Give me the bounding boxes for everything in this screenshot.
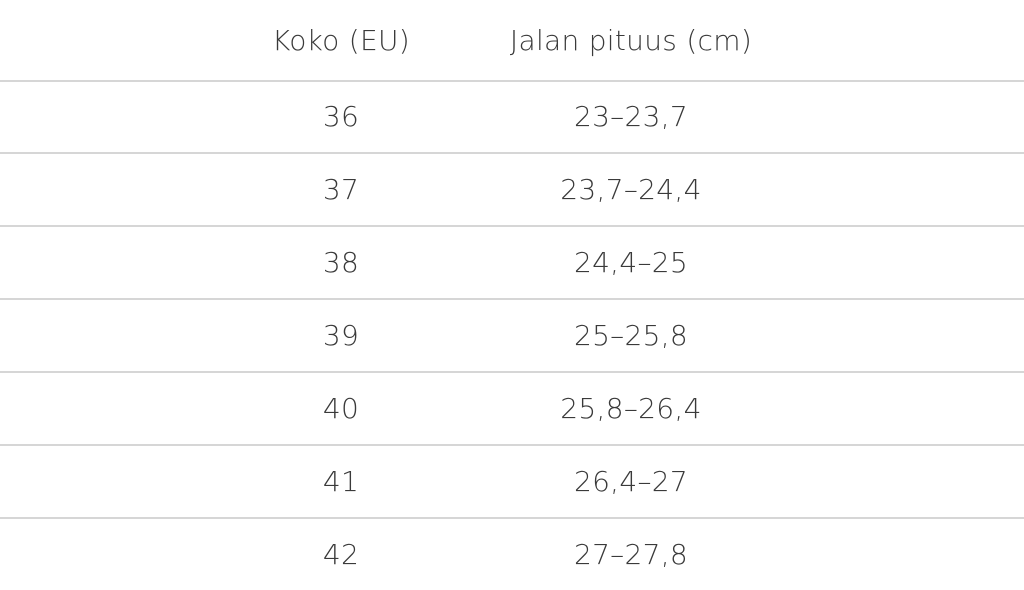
table-row: 36 23–23,7 bbox=[0, 80, 1024, 154]
table-row: 40 25,8–26,4 bbox=[0, 372, 1024, 446]
table-cell: 27–27,8 bbox=[573, 537, 689, 571]
table-cell: 39 bbox=[322, 318, 360, 352]
table-row: 38 24,4–25 bbox=[0, 226, 1024, 300]
table-cell: 41 bbox=[322, 464, 360, 498]
table-cell: 40 bbox=[322, 391, 360, 425]
table-cell: 23,7–24,4 bbox=[560, 172, 702, 206]
table-cell: 24,4–25 bbox=[573, 245, 689, 279]
table-cell: 26,4–27 bbox=[573, 464, 689, 498]
table-cell: 37 bbox=[322, 172, 360, 206]
table-row: 37 23,7–24,4 bbox=[0, 153, 1024, 227]
table-row: 41 26,4–27 bbox=[0, 445, 1024, 519]
table-cell: 38 bbox=[322, 245, 360, 279]
table-cell: 42 bbox=[322, 537, 360, 571]
table-row: 39 25–25,8 bbox=[0, 299, 1024, 373]
table-cell: 25–25,8 bbox=[573, 318, 689, 352]
table-row: 42 27–27,8 bbox=[0, 518, 1024, 590]
table-cell: 25,8–26,4 bbox=[560, 391, 702, 425]
header-cell: Jalan pituus (cm) bbox=[509, 23, 753, 57]
header-row: Koko (EU) Jalan pituus (cm) bbox=[0, 0, 1024, 82]
table-cell: 36 bbox=[322, 99, 360, 133]
header-cell: Koko (EU) bbox=[271, 23, 411, 57]
table-cell: 23–23,7 bbox=[573, 99, 689, 133]
